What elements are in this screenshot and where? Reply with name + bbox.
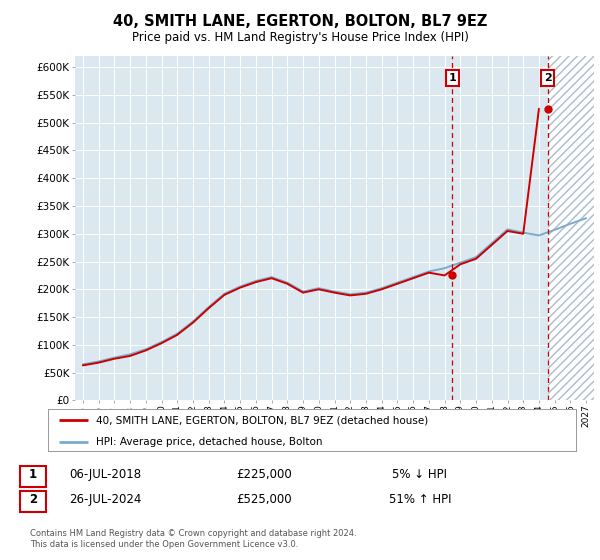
- Text: 06-JUL-2018: 06-JUL-2018: [69, 468, 141, 482]
- Text: 40, SMITH LANE, EGERTON, BOLTON, BL7 9EZ (detached house): 40, SMITH LANE, EGERTON, BOLTON, BL7 9EZ…: [95, 415, 428, 425]
- Text: 1: 1: [29, 468, 37, 482]
- Text: 1: 1: [449, 73, 457, 83]
- Bar: [548, 56, 594, 400]
- Text: Price paid vs. HM Land Registry's House Price Index (HPI): Price paid vs. HM Land Registry's House …: [131, 31, 469, 44]
- Text: 2: 2: [29, 493, 37, 506]
- Text: HPI: Average price, detached house, Bolton: HPI: Average price, detached house, Bolt…: [95, 437, 322, 446]
- Text: 40, SMITH LANE, EGERTON, BOLTON, BL7 9EZ: 40, SMITH LANE, EGERTON, BOLTON, BL7 9EZ: [113, 14, 487, 29]
- Text: 26-JUL-2024: 26-JUL-2024: [69, 493, 141, 506]
- Text: 51% ↑ HPI: 51% ↑ HPI: [389, 493, 451, 506]
- Text: £525,000: £525,000: [236, 493, 292, 506]
- Text: 5% ↓ HPI: 5% ↓ HPI: [392, 468, 448, 482]
- Text: Contains HM Land Registry data © Crown copyright and database right 2024.
This d: Contains HM Land Registry data © Crown c…: [30, 529, 356, 549]
- Text: 2: 2: [544, 73, 551, 83]
- Text: £225,000: £225,000: [236, 468, 292, 482]
- Bar: [548, 56, 594, 400]
